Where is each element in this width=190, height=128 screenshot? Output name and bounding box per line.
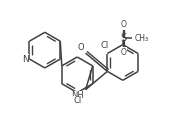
Text: O: O — [121, 48, 127, 57]
Text: NH: NH — [71, 91, 84, 100]
Text: N: N — [22, 55, 29, 64]
Text: S: S — [120, 33, 127, 43]
Text: Cl: Cl — [100, 41, 108, 50]
Text: O: O — [121, 20, 127, 29]
Text: O: O — [77, 43, 84, 52]
Text: Cl: Cl — [73, 97, 81, 105]
Text: CH₃: CH₃ — [134, 34, 149, 43]
